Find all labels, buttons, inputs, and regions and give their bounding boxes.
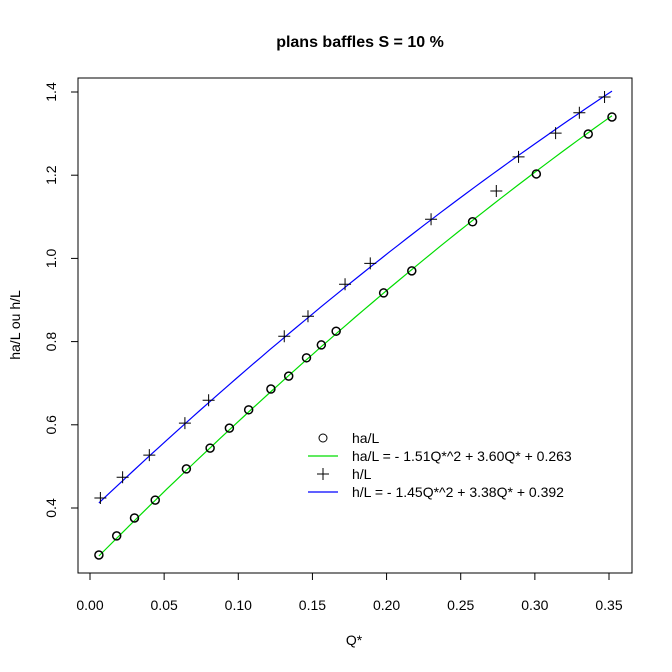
x-axis: 0.00 0.05 0.10 0.15 0.20 0.25 0.30 0.35 <box>76 572 623 613</box>
x-tick-label: 0.05 <box>151 597 178 613</box>
y-tick-label: 0.4 <box>43 498 59 518</box>
x-tick-label: 0.10 <box>225 597 252 613</box>
plus-marker <box>94 492 107 505</box>
y-tick-label: 1.0 <box>43 248 59 268</box>
legend-label: ha/L <box>352 430 379 446</box>
plus-marker <box>278 330 291 343</box>
legend-label: ha/L = - 1.51Q*^2 + 3.60Q* + 0.263 <box>352 448 572 464</box>
y-tick-label: 1.2 <box>43 165 59 185</box>
plus-marker <box>573 106 586 119</box>
x-tick-label: 0.25 <box>447 597 474 613</box>
circle-marker <box>607 112 617 122</box>
y-tick-label: 0.6 <box>43 415 59 435</box>
plus-marker <box>549 127 562 140</box>
legend-circle-icon <box>318 433 328 443</box>
chart-title: plans baffles S = 10 % <box>276 34 444 51</box>
plus-marker <box>202 394 215 407</box>
circle-marker <box>94 550 104 560</box>
legend-plus-icon <box>317 468 329 480</box>
x-tick-label: 0.15 <box>299 597 326 613</box>
circle-marker <box>181 464 192 474</box>
fit-line <box>98 90 613 504</box>
circle-marker <box>266 384 276 394</box>
x-tick-label: 0.20 <box>373 597 400 613</box>
plus-marker <box>301 310 314 323</box>
circle-marker <box>243 405 254 415</box>
circle-marker <box>316 340 327 350</box>
plus-marker <box>364 257 377 270</box>
plus-marker <box>512 150 525 163</box>
legend-label: h/L = - 1.45Q*^2 + 3.38Q* + 0.392 <box>352 484 564 500</box>
circle-marker <box>129 513 140 523</box>
legend-label: h/L <box>352 466 372 482</box>
x-tick-label: 0.35 <box>595 597 622 613</box>
x-tick-label: 0.00 <box>76 597 103 613</box>
circle-marker <box>150 495 160 505</box>
circle-marker <box>283 371 294 381</box>
circle-marker <box>531 169 542 179</box>
data-points <box>94 90 617 560</box>
circle-marker <box>583 129 593 139</box>
plus-marker <box>143 449 156 462</box>
circle-marker <box>301 353 312 363</box>
circle-marker <box>111 531 122 541</box>
plus-marker <box>178 417 191 430</box>
y-axis-label: ha/L ou h/L <box>7 290 23 360</box>
x-tick-label: 0.30 <box>521 597 548 613</box>
y-tick-label: 0.8 <box>43 332 59 352</box>
x-axis-label: Q* <box>346 632 363 648</box>
plus-marker <box>425 213 438 226</box>
circle-marker <box>205 443 215 453</box>
plus-marker <box>339 278 352 291</box>
plus-marker <box>490 185 503 198</box>
circle-marker <box>407 266 417 276</box>
circle-marker <box>378 288 389 298</box>
y-axis: 0.4 0.6 0.8 1.0 1.2 1.4 <box>43 82 79 518</box>
plus-marker <box>116 471 129 484</box>
circle-marker <box>467 217 478 227</box>
y-tick-label: 1.4 <box>43 82 59 102</box>
circle-marker <box>224 423 235 433</box>
circle-marker <box>331 326 341 336</box>
plus-marker <box>598 90 611 103</box>
legend: ha/L ha/L = - 1.51Q*^2 + 3.60Q* + 0.263 h/… <box>308 430 572 500</box>
